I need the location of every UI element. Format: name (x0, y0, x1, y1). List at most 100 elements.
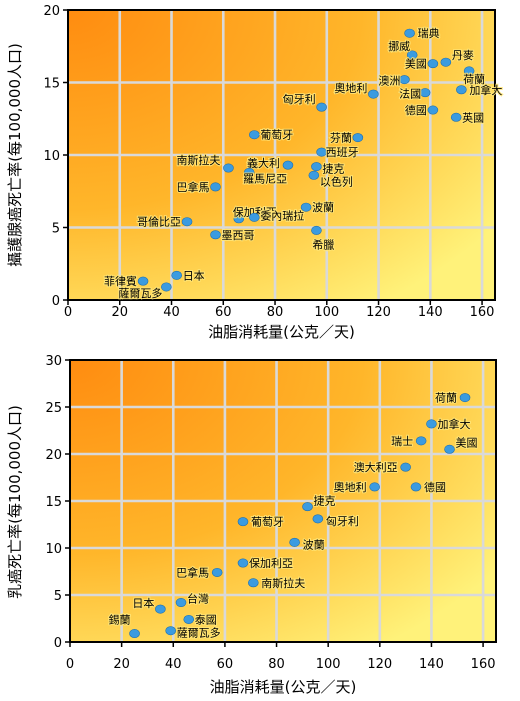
point-label: 保加利亞 (233, 205, 277, 219)
data-point (171, 270, 182, 280)
point-label: 瑞士 (391, 434, 413, 448)
x-tick-label: 120 (366, 305, 391, 320)
data-point (427, 105, 439, 115)
data-point (243, 167, 255, 177)
data-point (308, 170, 320, 180)
x-axis-title: 油脂消耗量(公克／天) (210, 678, 357, 696)
point-label: 錫蘭 (109, 613, 131, 627)
y-tick-label: 10 (43, 149, 60, 164)
point-label: 匈牙利 (326, 514, 359, 528)
x-tick-label: 80 (268, 657, 285, 672)
point-label: 丹麥 (452, 49, 474, 62)
point-label: 以色列 (320, 174, 353, 188)
point-label: 薩爾瓦多 (118, 286, 162, 300)
point-label: 日本 (183, 268, 205, 282)
x-axis-title: 油脂消耗量(公克／天) (208, 323, 355, 341)
data-point (137, 276, 149, 286)
y-tick-label: 5 (52, 222, 60, 237)
data-point (316, 102, 327, 112)
point-label: 波蘭 (312, 201, 334, 214)
y-tick-label: 30 (45, 354, 62, 369)
x-tick-label: 120 (367, 657, 392, 672)
point-label: 葡萄牙 (260, 129, 293, 142)
data-point (419, 88, 431, 98)
data-point (410, 482, 422, 492)
y-axis-title: 攝護腺癌死亡率(每100,000人口) (6, 43, 24, 267)
y-tick-label: 20 (45, 448, 62, 463)
data-point (399, 75, 410, 85)
point-label: 加拿大 (469, 83, 502, 97)
data-point (249, 212, 260, 222)
point-label: 葡萄牙 (251, 516, 284, 529)
point-label: 日本 (132, 596, 154, 610)
data-point (352, 133, 364, 143)
point-label: 英國 (462, 110, 484, 124)
point-label: 匈牙利 (283, 92, 316, 106)
data-point (456, 85, 467, 95)
y-axis-title: 乳癌死亡率(每100,000人口) (6, 405, 24, 599)
data-point (400, 462, 411, 472)
data-point (175, 598, 187, 608)
point-label: 澳洲 (378, 75, 400, 88)
breast-cancer-plot: 0 20 40 60 80 100 120 140 160 0 5 10 15 20 25 30 油脂消耗量(公… (6, 354, 497, 696)
data-point (440, 57, 452, 67)
x-tick-label: 0 (66, 657, 74, 672)
y-tick-label: 10 (45, 542, 62, 557)
point-label: 波蘭 (303, 538, 325, 551)
data-point (233, 214, 245, 224)
data-point (312, 514, 324, 524)
x-tick-label: 40 (165, 657, 182, 672)
point-label: 荷蘭 (463, 73, 485, 86)
point-label: 墨西哥 (222, 229, 255, 242)
data-point (369, 482, 380, 492)
data-point (248, 578, 259, 588)
data-point (181, 217, 193, 227)
data-point (427, 59, 439, 69)
point-label: 巴拿馬 (176, 565, 209, 579)
data-point (415, 436, 427, 446)
data-point (368, 89, 379, 99)
point-label: 泰國 (195, 612, 217, 626)
point-label: 台灣 (187, 592, 209, 606)
point-label: 羅馬尼亞 (243, 172, 287, 185)
data-point (463, 66, 475, 76)
point-label: 捷克 (322, 162, 344, 176)
point-label: 瑞典 (418, 26, 440, 40)
point-label: 希臘 (312, 237, 334, 251)
data-point (404, 28, 415, 38)
data-point (210, 182, 221, 192)
data-point (282, 160, 294, 170)
point-label: 德國 (424, 480, 446, 494)
data-point (211, 567, 223, 577)
data-point (183, 614, 195, 624)
x-tick-label: 80 (267, 305, 284, 320)
y-tick-label: 20 (43, 4, 60, 19)
data-point (459, 393, 471, 403)
data-point (237, 558, 249, 568)
data-point (302, 502, 313, 512)
breast-cancer-chart: 0 20 40 60 80 100 120 140 160 0 5 10 15 20 25 30 油脂消耗量(公… (0, 350, 520, 701)
data-point (155, 604, 166, 614)
data-point (444, 444, 455, 454)
point-label: 芬蘭 (330, 132, 352, 145)
x-tick-label: 100 (314, 305, 339, 320)
x-tick-label: 60 (215, 305, 232, 320)
data-point (406, 50, 418, 60)
point-label: 德國 (405, 103, 427, 117)
data-point (165, 626, 176, 636)
x-tick-label: 140 (419, 657, 444, 672)
point-label: 菲律賓 (104, 274, 137, 288)
x-tick-label: 100 (316, 657, 341, 672)
data-point (426, 419, 437, 429)
point-label: 法國 (399, 87, 421, 101)
data-point (450, 112, 462, 122)
prostate-cancer-plot: 0 20 40 60 80 100 120 140 160 0 5 10 15 20 油脂消耗量(公克／天)… (6, 4, 503, 341)
point-label: 挪威 (388, 39, 410, 53)
x-tick-label: 160 (471, 657, 496, 672)
prostate-cancer-chart: 0 20 40 60 80 100 120 140 160 0 5 10 15 20 油脂消耗量(公克／天)… (0, 0, 520, 345)
point-label: 荷蘭 (435, 392, 457, 405)
point-label: 哥倫比亞 (137, 215, 181, 229)
point-label: 保加利亞 (249, 556, 293, 570)
point-label: 奧地利 (334, 82, 367, 95)
point-label: 南斯拉夫 (176, 153, 220, 167)
